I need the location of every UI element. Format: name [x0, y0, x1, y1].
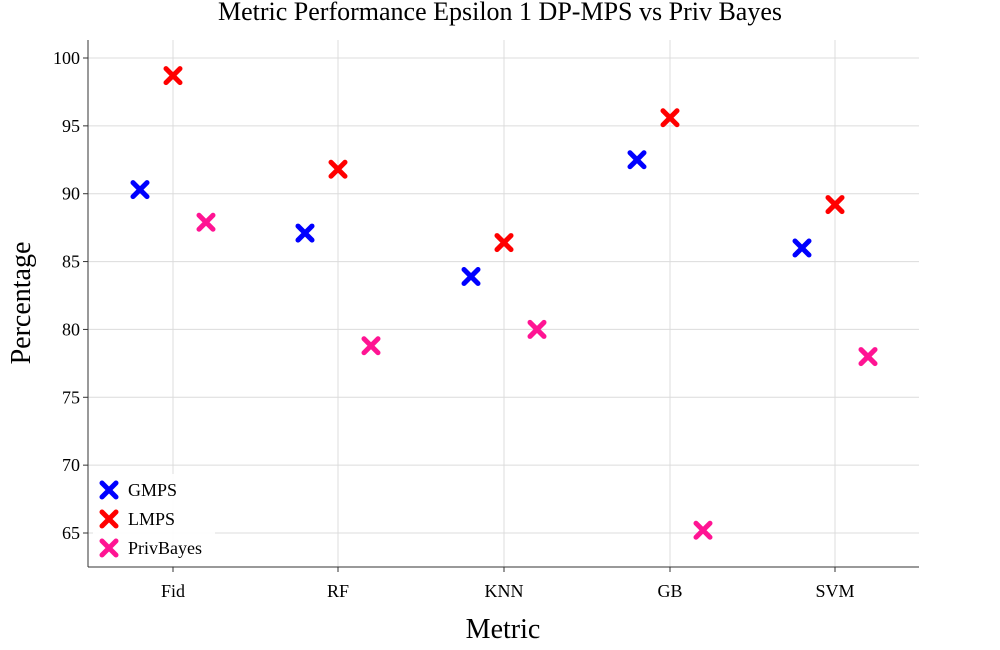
- legend-marker-lmps: [99, 509, 119, 529]
- marker-stroke: [825, 195, 845, 215]
- y-axis-title: Percentage: [6, 242, 37, 365]
- legend-marker-privbayes: [99, 538, 119, 558]
- y-tick-label-85: 85: [62, 252, 80, 272]
- x-axis-title: Metric: [466, 614, 541, 645]
- point-privbayes-knn: [527, 319, 547, 339]
- x-tick-labels: Fid RF KNN GB SVM: [161, 567, 855, 601]
- marker-stroke: [461, 267, 481, 286]
- y-tick-label-80: 80: [62, 319, 80, 339]
- y-tick-label-65: 65: [62, 523, 80, 543]
- point-lmps-rf: [328, 159, 348, 179]
- point-privbayes-gb: [693, 520, 713, 540]
- marker-stroke: [99, 538, 119, 558]
- legend-label-privbayes: PrivBayes: [128, 538, 202, 558]
- x-tick-label-knn: KNN: [485, 581, 524, 601]
- x-tick-label-gb: GB: [657, 581, 682, 601]
- point-privbayes-fid: [196, 212, 216, 232]
- chart-title: Metric Performance Epsilon 1 DP-MPS vs P…: [218, 0, 782, 26]
- y-tick-label-95: 95: [62, 116, 80, 136]
- marker-stroke: [693, 520, 713, 540]
- marker-stroke: [130, 180, 150, 200]
- point-privbayes-svm: [858, 347, 878, 367]
- legend-marker-gmps: [99, 480, 119, 500]
- marker-stroke: [527, 319, 547, 339]
- marker-stroke: [163, 66, 183, 86]
- legend: GMPS LMPS PrivBayes: [93, 474, 215, 566]
- marker-stroke: [792, 238, 812, 258]
- marker-stroke: [99, 480, 119, 500]
- x-tick-label-fid: Fid: [161, 581, 185, 601]
- y-tick-labels: 65 70 75 80 85 90 95 100: [53, 48, 88, 543]
- y-tick-label-90: 90: [62, 184, 80, 204]
- marker-stroke: [660, 108, 680, 128]
- point-lmps-gb: [660, 108, 680, 128]
- point-privbayes-rf: [361, 336, 381, 356]
- point-lmps-fid: [163, 66, 183, 86]
- legend-label-gmps: GMPS: [128, 480, 177, 500]
- data-points: [130, 66, 878, 540]
- y-tick-label-100: 100: [53, 48, 80, 68]
- marker-stroke: [328, 159, 348, 179]
- point-gmps-rf: [295, 223, 315, 243]
- gridlines: [88, 40, 919, 567]
- marker-stroke: [494, 233, 514, 253]
- marker-stroke: [295, 223, 315, 243]
- point-gmps-knn: [461, 267, 481, 286]
- point-lmps-svm: [825, 195, 845, 215]
- point-gmps-svm: [792, 238, 812, 258]
- point-gmps-gb: [627, 150, 647, 170]
- y-tick-label-70: 70: [62, 455, 80, 475]
- legend-label-lmps: LMPS: [128, 509, 175, 529]
- marker-stroke: [196, 212, 216, 232]
- point-gmps-fid: [130, 180, 150, 200]
- point-lmps-knn: [494, 233, 514, 253]
- marker-stroke: [627, 150, 647, 170]
- x-tick-label-svm: SVM: [815, 581, 854, 601]
- marker-stroke: [858, 347, 878, 367]
- x-tick-label-rf: RF: [327, 581, 349, 601]
- marker-stroke: [361, 336, 381, 356]
- marker-stroke: [99, 509, 119, 529]
- y-tick-label-75: 75: [62, 387, 80, 407]
